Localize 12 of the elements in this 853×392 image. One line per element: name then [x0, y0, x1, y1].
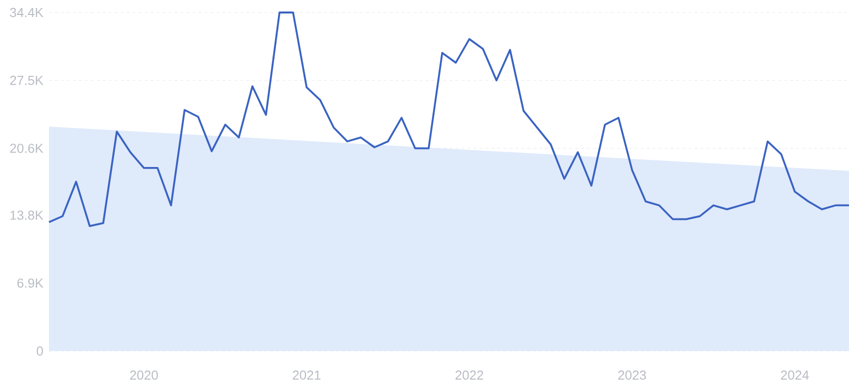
y-tick-label: 13.8K	[10, 210, 44, 220]
x-tick-label: 2021	[292, 370, 320, 380]
y-tick-label: 0	[36, 346, 43, 356]
x-tick-label: 2022	[456, 370, 484, 380]
line-series	[48, 12, 850, 227]
x-tick-label: 2020	[130, 370, 158, 380]
y-tick-label: 34.4K	[10, 8, 44, 18]
y-tick-label: 6.9K	[17, 278, 44, 288]
x-tick-label: 2023	[618, 370, 646, 380]
y-tick-label: 20.6K	[10, 144, 44, 153]
y-tick-label: 27.5K	[10, 76, 44, 85]
x-tick-label: 2024	[780, 370, 809, 380]
